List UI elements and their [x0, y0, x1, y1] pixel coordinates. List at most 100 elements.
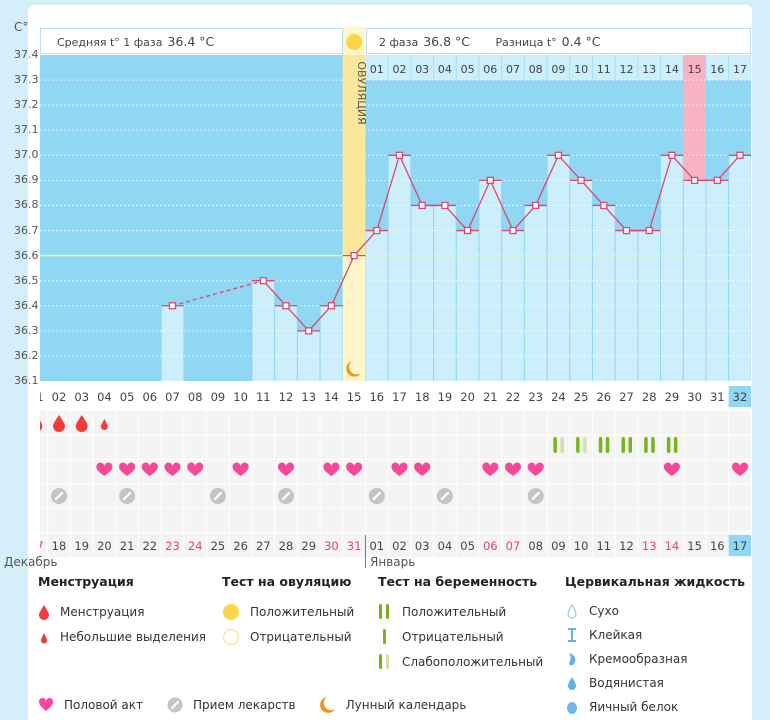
cycle-day-label: 23: [528, 390, 543, 404]
calendar-cell: [161, 484, 184, 508]
today-highlight: [728, 535, 751, 556]
date-label: 01: [369, 539, 384, 553]
cycle-day-label: 07: [165, 390, 180, 404]
legend-menstruation: Менструация Менструация Небольшие выделе…: [38, 574, 206, 649]
calendar-cell: [252, 460, 275, 484]
calendar-cell: [40, 411, 48, 435]
temperature-point: [577, 176, 585, 185]
temperature-point: [168, 302, 177, 310]
calendar-cell: [524, 509, 547, 533]
pill-icon: [167, 697, 183, 712]
sticky-icon: [568, 628, 576, 642]
calendar-cell: [638, 435, 661, 459]
calendar-cell: [547, 460, 570, 484]
calendar-cell: [320, 435, 343, 459]
heart-icon: [277, 462, 295, 476]
temperature-point: [441, 201, 449, 210]
month-december: Декабрь: [4, 555, 58, 569]
menstruation-icon: [75, 415, 88, 432]
pregnancy-test-line: [628, 437, 632, 453]
calendar-cell: [343, 435, 365, 459]
temperature-line: [512, 205, 537, 231]
date-label: 17: [29, 539, 44, 553]
calendar-cell: [456, 484, 479, 508]
calendar-cell: [661, 411, 683, 435]
temperature-line: [330, 255, 355, 307]
calendar-cell: [592, 460, 615, 484]
watery-icon: [568, 677, 576, 690]
cycle-day-label: 26: [596, 390, 611, 404]
calendar-cell: [40, 484, 48, 508]
calendar-cell: [229, 533, 252, 557]
temperature-bar: [592, 205, 615, 381]
calendar-cell: [456, 460, 479, 484]
temperature-bar: [524, 205, 547, 381]
heart-icon: [187, 462, 204, 476]
calendar-cell: [275, 411, 297, 435]
legend-cervical: Цервикальная жидкость Сухо Клейкая Кремо…: [565, 574, 745, 719]
calendar-cell: [161, 533, 184, 557]
calendar-cell: [524, 435, 547, 459]
cycle-day-label: 17: [392, 390, 407, 404]
calendar-cell: [411, 533, 434, 557]
small-drop-icon: [41, 632, 47, 643]
y-tick-label: 36.9: [14, 173, 39, 187]
temperature-line: [376, 155, 401, 231]
pill-icon-stripe: [281, 491, 291, 501]
calendar-cell: [343, 533, 365, 557]
calendar-cell: [184, 533, 207, 557]
date-label: 26: [233, 539, 248, 553]
calendar-cell: [229, 484, 252, 508]
temperature-bar: [275, 305, 297, 381]
cycle-day-label: 09: [211, 390, 226, 404]
cycle-day-label: 28: [642, 390, 657, 404]
temperature-line: [467, 180, 491, 231]
cycle-day-label: 06: [142, 390, 157, 404]
calendar-cell: [40, 533, 48, 557]
calendar-cell: [70, 460, 93, 484]
cycle-day-label: 18: [415, 390, 430, 404]
calendar-cell: [479, 411, 502, 435]
phase2-day-label: 03: [415, 63, 429, 76]
calendar-cell: [93, 509, 116, 533]
calendar-cell: [388, 533, 411, 557]
calendar-cell: [615, 509, 638, 533]
calendar-cell: [48, 533, 70, 557]
calendar-cell: [184, 484, 207, 508]
moon-icon: [319, 696, 335, 713]
phase2-day-label: 11: [597, 63, 611, 76]
calendar-cell: [638, 484, 661, 508]
y-tick-label: 36.8: [14, 198, 39, 212]
calendar-cell: [547, 411, 570, 435]
calendar-cell: [388, 484, 411, 508]
date-label: 30: [324, 539, 339, 553]
diff-value: 0.4 °C: [561, 34, 601, 49]
calendar-cell: [434, 509, 456, 533]
temperature-line: [308, 305, 332, 332]
calendar-cell: [207, 509, 229, 533]
calendar-cell: [343, 484, 365, 508]
pregnancy-test-line: [576, 437, 580, 453]
test-weak-icon: [379, 653, 389, 669]
y-tick-label: 36.2: [14, 348, 39, 362]
heart-icon: [323, 462, 340, 476]
calendar-cell: [661, 533, 683, 557]
date-label: 28: [279, 539, 294, 553]
legend-item: Положительный: [402, 604, 507, 619]
menstruation-icon: [40, 420, 43, 431]
calendar-cell: [683, 509, 706, 533]
calendar-cell: [592, 533, 615, 557]
calendar-cell: [456, 411, 479, 435]
calendar-cell: [615, 411, 638, 435]
date-label: 27: [256, 539, 271, 553]
calendar-cell: [456, 533, 479, 557]
calendar-cell: [365, 435, 388, 459]
calendar-cell: [207, 435, 229, 459]
phase2-day-label: 08: [529, 63, 543, 76]
phase2-day-label: 14: [665, 63, 679, 76]
calendar-cell: [48, 435, 70, 459]
ovulation-label: ОВУЛЯЦИЯ: [355, 61, 368, 124]
legend-item: Слабоположительный: [402, 654, 544, 669]
y-axis: C° 37.4 37.3 37.2 37.1 37.0 36.9 36.8 36.7 36.6 3…: [0, 0, 39, 400]
legend-ovulation-test: Тест на овуляцию Положительный Отрицател…: [222, 574, 354, 649]
